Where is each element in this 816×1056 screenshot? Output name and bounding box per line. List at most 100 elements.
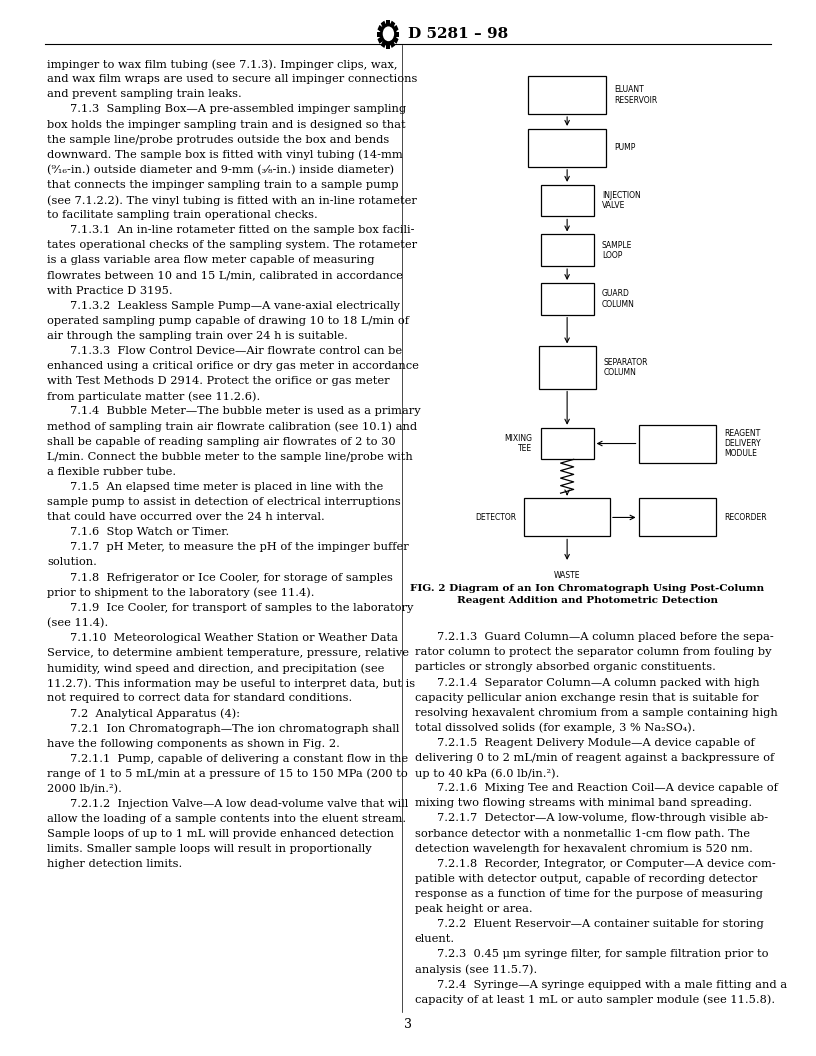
Bar: [539, 346, 596, 389]
Text: humidity, wind speed and direction, and precipitation (see: humidity, wind speed and direction, and …: [47, 663, 384, 674]
Text: is a glass variable area flow meter capable of measuring: is a glass variable area flow meter capa…: [47, 256, 375, 265]
Text: up to 40 kPa (6.0 lb/in.²).: up to 40 kPa (6.0 lb/in.²).: [415, 768, 559, 778]
Text: L/min. Connect the bubble meter to the sample line/probe with: L/min. Connect the bubble meter to the s…: [47, 452, 413, 461]
Bar: [378, 25, 383, 32]
Text: downward. The sample box is fitted with vinyl tubing (14-mm: downward. The sample box is fitted with …: [47, 150, 403, 161]
Text: allow the loading of a sample contents into the eluent stream.: allow the loading of a sample contents i…: [47, 814, 406, 824]
Text: 7.2.1.1  Pump, capable of delivering a constant flow in the: 7.2.1.1 Pump, capable of delivering a co…: [70, 754, 408, 763]
Text: 7.1.8  Refrigerator or Ice Cooler, for storage of samples: 7.1.8 Refrigerator or Ice Cooler, for st…: [70, 572, 393, 583]
Text: delivering 0 to 2 mL/min of reagent against a backpressure of: delivering 0 to 2 mL/min of reagent agai…: [415, 753, 774, 763]
Text: 7.1.6  Stop Watch or Timer.: 7.1.6 Stop Watch or Timer.: [70, 527, 229, 538]
Text: 7.2.1.4  Separator Column—A column packed with high: 7.2.1.4 Separator Column—A column packed…: [437, 678, 760, 687]
Text: particles or strongly absorbed organic constituents.: particles or strongly absorbed organic c…: [415, 662, 716, 673]
Bar: [386, 43, 390, 49]
Text: method of sampling train air flowrate calibration (see 10.1) and: method of sampling train air flowrate ca…: [47, 421, 418, 432]
Text: 7.1.3.3  Flow Control Device—Air flowrate control can be: 7.1.3.3 Flow Control Device—Air flowrate…: [70, 346, 402, 356]
Text: capacity pellicular anion exchange resin that is suitable for: capacity pellicular anion exchange resin…: [415, 693, 758, 702]
Bar: [540, 185, 594, 216]
Text: 7.1.4  Bubble Meter—The bubble meter is used as a primary: 7.1.4 Bubble Meter—The bubble meter is u…: [70, 407, 421, 416]
Text: RECORDER: RECORDER: [725, 513, 767, 522]
Text: (see 7.1.2.2). The vinyl tubing is fitted with an in-line rotameter: (see 7.1.2.2). The vinyl tubing is fitte…: [47, 195, 417, 206]
Text: resolving hexavalent chromium from a sample containing high: resolving hexavalent chromium from a sam…: [415, 708, 778, 718]
Text: operated sampling pump capable of drawing 10 to 18 L/min of: operated sampling pump capable of drawin…: [47, 316, 410, 326]
Text: 2000 lb/in.²).: 2000 lb/in.²).: [47, 784, 122, 794]
Bar: [524, 498, 610, 536]
Text: SAMPLE
LOOP: SAMPLE LOOP: [601, 241, 632, 260]
Bar: [390, 41, 395, 48]
Text: 7.1.3.1  An in-line rotameter fitted on the sample box facili-: 7.1.3.1 An in-line rotameter fitted on t…: [70, 225, 415, 235]
Text: GUARD
COLUMN: GUARD COLUMN: [601, 289, 635, 308]
Text: sample pump to assist in detection of electrical interruptions: sample pump to assist in detection of el…: [47, 497, 401, 507]
Circle shape: [380, 23, 397, 44]
Text: rator column to protect the separator column from fouling by: rator column to protect the separator co…: [415, 647, 771, 658]
Text: that could have occurred over the 24 h interval.: that could have occurred over the 24 h i…: [47, 512, 325, 522]
Text: 7.2.1.5  Reagent Delivery Module—A device capable of: 7.2.1.5 Reagent Delivery Module—A device…: [437, 738, 755, 748]
Text: peak height or area.: peak height or area.: [415, 904, 532, 914]
Text: solution.: solution.: [47, 558, 97, 567]
Text: flowrates between 10 and 15 L/min, calibrated in accordance: flowrates between 10 and 15 L/min, calib…: [47, 270, 403, 281]
Text: higher detection limits.: higher detection limits.: [47, 860, 183, 869]
Text: 7.2.1  Ion Chromatograph—The ion chromatograph shall: 7.2.1 Ion Chromatograph—The ion chromato…: [70, 723, 400, 734]
Text: eluent.: eluent.: [415, 935, 455, 944]
Text: MIXING
TEE: MIXING TEE: [504, 434, 532, 453]
Text: FIG. 2 Diagram of an Ion Chromatograph Using Post-Column
Reagent Addition and Ph: FIG. 2 Diagram of an Ion Chromatograph U…: [410, 584, 765, 605]
Text: 11.2.7). This information may be useful to interpret data, but is: 11.2.7). This information may be useful …: [47, 678, 415, 689]
Text: 7.2  Analytical Apparatus (4):: 7.2 Analytical Apparatus (4):: [70, 709, 240, 719]
Text: SEPARATOR
COLUMN: SEPARATOR COLUMN: [604, 358, 649, 377]
Bar: [540, 283, 594, 315]
Bar: [529, 129, 605, 167]
Text: sorbance detector with a nonmetallic 1-cm flow path. The: sorbance detector with a nonmetallic 1-c…: [415, 829, 750, 838]
Text: 7.2.4  Syringe—A syringe equipped with a male fitting and a: 7.2.4 Syringe—A syringe equipped with a …: [437, 980, 787, 989]
Text: box holds the impinger sampling train and is designed so that: box holds the impinger sampling train an…: [47, 119, 406, 130]
Bar: [393, 37, 398, 43]
Text: air through the sampling train over 24 h is suitable.: air through the sampling train over 24 h…: [47, 331, 348, 341]
Text: 7.1.9  Ice Cooler, for transport of samples to the laboratory: 7.1.9 Ice Cooler, for transport of sampl…: [70, 603, 414, 612]
Text: enhanced using a critical orifice or dry gas meter in accordance: enhanced using a critical orifice or dry…: [47, 361, 419, 371]
Text: (see 11.4).: (see 11.4).: [47, 618, 109, 628]
Text: INJECTION
VALVE: INJECTION VALVE: [601, 191, 641, 210]
Text: 7.2.1.3  Guard Column—A column placed before the sepa-: 7.2.1.3 Guard Column—A column placed bef…: [437, 633, 774, 642]
Text: 7.1.7  pH Meter, to measure the pH of the impinger buffer: 7.1.7 pH Meter, to measure the pH of the…: [70, 543, 409, 552]
Text: capacity of at least 1 mL or auto sampler module (see 11.5.8).: capacity of at least 1 mL or auto sample…: [415, 995, 774, 1005]
Text: WASTE: WASTE: [554, 571, 580, 581]
Text: 7.1.5  An elapsed time meter is placed in line with the: 7.1.5 An elapsed time meter is placed in…: [70, 482, 384, 492]
Bar: [540, 428, 594, 459]
Text: 7.1.10  Meteorological Weather Station or Weather Data: 7.1.10 Meteorological Weather Station or…: [70, 633, 398, 643]
Text: the sample line/probe protrudes outside the box and bends: the sample line/probe protrudes outside …: [47, 134, 389, 145]
Text: with Practice D 3195.: with Practice D 3195.: [47, 285, 173, 296]
Text: and wax film wraps are used to secure all impinger connections: and wax film wraps are used to secure al…: [47, 74, 418, 84]
Text: ELUANT
RESERVOIR: ELUANT RESERVOIR: [614, 86, 658, 105]
Text: 7.2.1.2  Injection Valve—A low dead-volume valve that will: 7.2.1.2 Injection Valve—A low dead-volum…: [70, 799, 409, 809]
Circle shape: [383, 26, 394, 41]
Bar: [393, 25, 398, 32]
Text: 7.2.1.8  Recorder, Integrator, or Computer—A device com-: 7.2.1.8 Recorder, Integrator, or Compute…: [437, 859, 776, 869]
Text: limits. Smaller sample loops will result in proportionally: limits. Smaller sample loops will result…: [47, 845, 372, 854]
Text: a flexible rubber tube.: a flexible rubber tube.: [47, 467, 176, 477]
Text: DETECTOR: DETECTOR: [475, 513, 516, 522]
Text: Sample loops of up to 1 mL will provide enhanced detection: Sample loops of up to 1 mL will provide …: [47, 829, 394, 840]
Text: 7.2.1.6  Mixing Tee and Reaction Coil—A device capable of: 7.2.1.6 Mixing Tee and Reaction Coil—A d…: [437, 784, 778, 793]
Text: 7.2.3  0.45 μm syringe filter, for sample filtration prior to: 7.2.3 0.45 μm syringe filter, for sample…: [437, 949, 769, 960]
Text: impinger to wax film tubing (see 7.1.3). Impinger clips, wax,: impinger to wax film tubing (see 7.1.3).…: [47, 59, 398, 70]
Text: prior to shipment to the laboratory (see 11.4).: prior to shipment to the laboratory (see…: [47, 587, 315, 599]
Text: 7.2.2  Eluent Reservoir—A container suitable for storing: 7.2.2 Eluent Reservoir—A container suita…: [437, 919, 764, 929]
Text: 7.1.3  Sampling Box—A pre-assembled impinger sampling: 7.1.3 Sampling Box—A pre-assembled impin…: [70, 105, 406, 114]
Text: Service, to determine ambient temperature, pressure, relative: Service, to determine ambient temperatur…: [47, 648, 410, 658]
Bar: [386, 20, 390, 25]
Bar: [381, 21, 386, 27]
Text: 7.2.1.7  Detector—A low-volume, flow-through visible ab-: 7.2.1.7 Detector—A low-volume, flow-thro…: [437, 813, 769, 824]
Text: total dissolved solids (for example, 3 % Na₂SO₄).: total dissolved solids (for example, 3 %…: [415, 723, 695, 734]
Text: tates operational checks of the sampling system. The rotameter: tates operational checks of the sampling…: [47, 241, 418, 250]
Text: 7.1.3.2  Leakless Sample Pump—A vane-axial electrically: 7.1.3.2 Leakless Sample Pump—A vane-axia…: [70, 301, 400, 310]
Text: to facilitate sampling train operational checks.: to facilitate sampling train operational…: [47, 210, 318, 220]
Bar: [638, 425, 716, 463]
Text: PUMP: PUMP: [614, 144, 636, 152]
Bar: [395, 32, 399, 37]
Text: response as a function of time for the purpose of measuring: response as a function of time for the p…: [415, 889, 762, 899]
Bar: [390, 21, 395, 27]
Text: mixing two flowing streams with minimal band spreading.: mixing two flowing streams with minimal …: [415, 798, 752, 809]
Text: D 5281 – 98: D 5281 – 98: [408, 26, 508, 41]
Bar: [378, 37, 383, 43]
Text: have the following components as shown in Fig. 2.: have the following components as shown i…: [47, 738, 340, 749]
Text: with Test Methods D 2914. Protect the orifice or gas meter: with Test Methods D 2914. Protect the or…: [47, 376, 390, 386]
